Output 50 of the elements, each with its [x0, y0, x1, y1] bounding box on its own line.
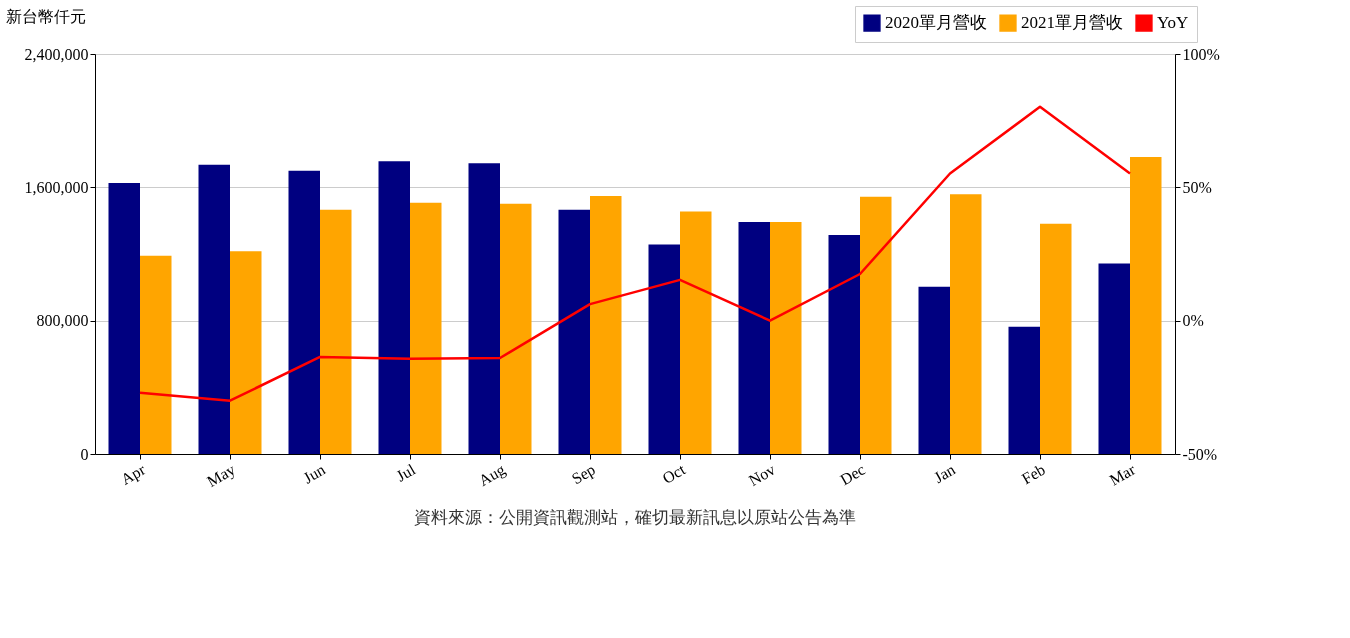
- bar: [1008, 326, 1040, 454]
- bar: [108, 183, 140, 454]
- bar: [500, 203, 532, 454]
- y2-tick-label: 0%: [1182, 312, 1204, 330]
- y2-tick-label: 100%: [1182, 45, 1220, 63]
- x-tick-label: Oct: [659, 460, 689, 487]
- bar: [410, 202, 442, 454]
- bar: [648, 244, 680, 454]
- bar: [590, 196, 622, 454]
- legend-label: 2021單月營收: [1021, 13, 1123, 33]
- bar: [288, 170, 320, 454]
- bar: [738, 222, 770, 454]
- x-tick-label: Apr: [117, 460, 150, 489]
- y-axis-title: 新台幣仟元: [5, 6, 86, 26]
- x-tick-label: Jan: [931, 460, 958, 487]
- line-series: [138, 105, 1132, 402]
- x-tick-label: Dec: [837, 460, 868, 489]
- bar: [680, 211, 712, 454]
- y-tick-label: 1,600,000: [24, 178, 89, 196]
- x-tick-label: Jul: [393, 460, 419, 485]
- legend-label: 2020單月營收: [885, 13, 987, 33]
- x-tick-label: Jun: [300, 460, 328, 487]
- bar: [378, 161, 410, 454]
- bar: [860, 196, 892, 454]
- bar: [140, 255, 172, 454]
- y-tick-label: 2,400,000: [24, 45, 89, 63]
- bar: [1040, 223, 1072, 454]
- bar: [1098, 263, 1130, 454]
- source-note: 資料來源：公開資訊觀測站，確切最新訊息以原站公告為準: [414, 506, 856, 527]
- bar: [770, 222, 802, 454]
- x-tick-label: Nov: [745, 460, 778, 490]
- bar: [198, 164, 230, 454]
- x-tick-label: Aug: [475, 460, 509, 490]
- x-tick-label: Sep: [568, 460, 599, 489]
- y2-tick-label: 50%: [1182, 178, 1212, 196]
- bar: [468, 163, 500, 454]
- bar: [1130, 157, 1162, 454]
- y2-tick-label: -50%: [1182, 445, 1218, 463]
- bar: [320, 209, 352, 454]
- y-tick-label: 0: [80, 445, 89, 463]
- bar: [558, 209, 590, 454]
- bar: [828, 235, 860, 454]
- bar: [918, 286, 950, 454]
- bar: [230, 251, 262, 454]
- x-tick-label: May: [204, 460, 239, 491]
- x-tick-label: Feb: [1018, 460, 1048, 488]
- x-tick-label: Mar: [1106, 460, 1139, 489]
- legend-label: YoY: [1157, 13, 1189, 33]
- y-tick-label: 800,000: [36, 312, 89, 330]
- bar: [950, 194, 982, 454]
